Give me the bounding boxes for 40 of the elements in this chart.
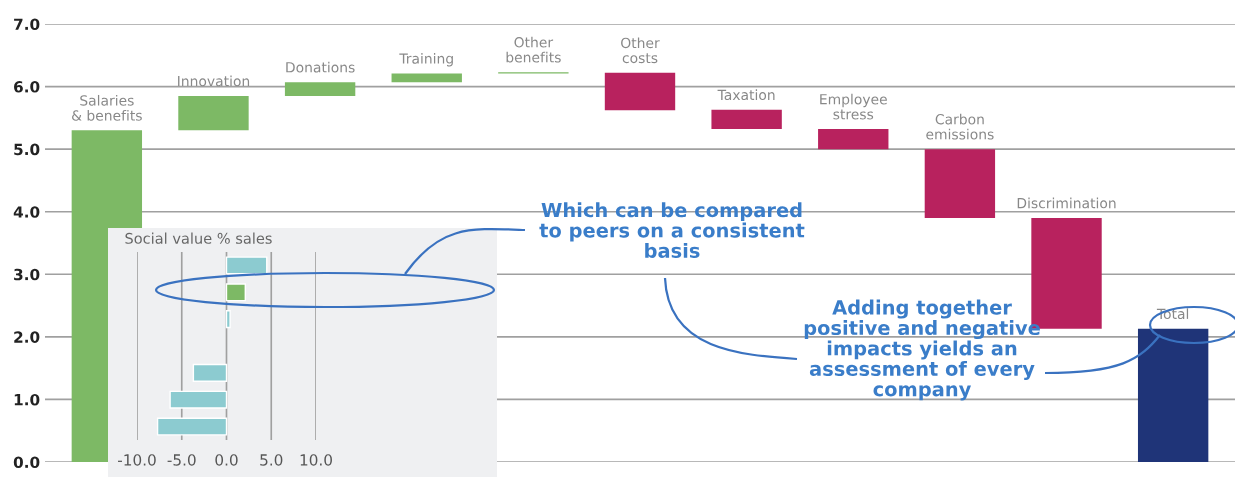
y-tick-label: 2.0 [14,331,40,343]
y-tick-label: 7.0 [14,18,40,31]
bar [924,149,996,218]
x-tick-label: 5.0 [260,454,283,466]
bar [1137,328,1209,462]
x-tick-label: Total [1156,308,1189,320]
x-tick-label: Discrimination [1017,197,1116,209]
bar [192,363,228,382]
chart-title: Social value % sales [125,232,272,244]
x-tick-label: 0.0 [215,454,238,466]
x-tick-label: Donations [286,61,355,73]
bar [818,129,889,150]
bar [156,417,228,436]
x-tick-label: Training [399,53,453,67]
annotation: Adding together positive and negative impacts yields an assessment of every company [804,299,1040,401]
x-tick-label: Salaries & benefits [72,94,142,121]
bar [391,73,462,83]
x-tick-label: -10.0 [117,454,156,466]
y-tick-label: 6.0 [14,81,40,93]
annotation: Which can be compared to peers on a consistent basis [539,202,805,258]
x-tick-label: -5.0 [167,454,196,466]
bar [225,283,246,302]
x-tick-label: Employee stress [820,93,887,120]
bar [169,390,228,409]
x-tick-label: Other costs [621,37,660,64]
x-tick-label: Taxation [717,89,775,101]
bar [178,95,249,131]
x-tick-label: Innovation [178,75,250,87]
bar [711,109,782,130]
bar [225,310,231,329]
x-tick-label: Other benefits [506,36,561,63]
y-tick-label: 3.0 [14,268,40,281]
bar [284,82,356,96]
y-tick-label: 4.0 [13,206,40,218]
y-tick-label: 5.0 [14,143,40,156]
bar [604,72,676,111]
bar [225,256,268,275]
y-tick-label: 1.0 [14,393,40,406]
x-tick-label: 10.0 [300,454,332,466]
x-tick-label: Carbon emissions [926,113,994,140]
